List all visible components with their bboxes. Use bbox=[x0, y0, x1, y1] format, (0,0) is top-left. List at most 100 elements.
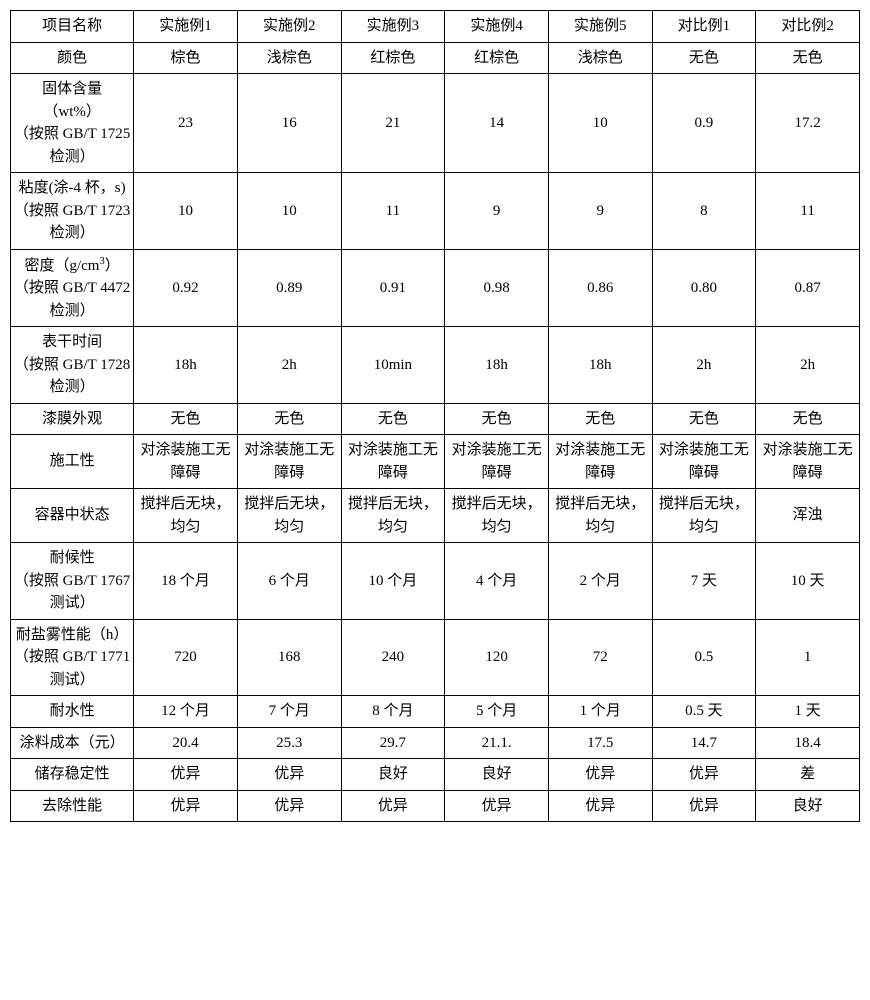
table-cell: 17.5 bbox=[548, 727, 652, 759]
table-cell: 红棕色 bbox=[445, 42, 549, 74]
table-row: 容器中状态搅拌后无块，均匀搅拌后无块，均匀搅拌后无块，均匀搅拌后无块，均匀搅拌后… bbox=[11, 489, 860, 543]
table-cell: 10 bbox=[237, 173, 341, 250]
table-cell: 0.86 bbox=[548, 249, 652, 327]
table-row: 粘度(涂-4 杯，s) （按照 GB/T 1723 检测）10101199811 bbox=[11, 173, 860, 250]
col-header: 实施例3 bbox=[341, 11, 445, 43]
table-cell: 11 bbox=[756, 173, 860, 250]
table-cell: 优异 bbox=[548, 759, 652, 791]
table-cell: 无色 bbox=[341, 403, 445, 435]
table-cell: 对涂装施工无障碍 bbox=[652, 435, 756, 489]
table-cell: 5 个月 bbox=[445, 696, 549, 728]
table-cell: 72 bbox=[548, 619, 652, 696]
table-cell: 优异 bbox=[445, 790, 549, 822]
table-row: 去除性能优异优异优异优异优异优异良好 bbox=[11, 790, 860, 822]
table-cell: 8 个月 bbox=[341, 696, 445, 728]
table-cell: 720 bbox=[134, 619, 238, 696]
table-row: 颜色棕色浅棕色红棕色红棕色浅棕色无色无色 bbox=[11, 42, 860, 74]
table-cell: 对涂装施工无障碍 bbox=[237, 435, 341, 489]
col-header: 实施例1 bbox=[134, 11, 238, 43]
table-row: 表干时间 （按照 GB/T 1728 检测）18h2h10min18h18h2h… bbox=[11, 327, 860, 404]
table-cell: 25.3 bbox=[237, 727, 341, 759]
col-header: 实施例4 bbox=[445, 11, 549, 43]
table-cell: 17.2 bbox=[756, 74, 860, 173]
table-cell: 搅拌后无块，均匀 bbox=[237, 489, 341, 543]
table-cell: 0.98 bbox=[445, 249, 549, 327]
table-cell: 9 bbox=[445, 173, 549, 250]
table-row: 涂料成本（元）20.425.329.721.1.17.514.718.4 bbox=[11, 727, 860, 759]
table-row: 施工性对涂装施工无障碍对涂装施工无障碍对涂装施工无障碍对涂装施工无障碍对涂装施工… bbox=[11, 435, 860, 489]
table-cell: 优异 bbox=[237, 759, 341, 791]
table-cell: 18h bbox=[134, 327, 238, 404]
table-cell: 12 个月 bbox=[134, 696, 238, 728]
table-cell: 搅拌后无块，均匀 bbox=[445, 489, 549, 543]
row-label: 表干时间 （按照 GB/T 1728 检测） bbox=[11, 327, 134, 404]
row-label: 耐盐雾性能（h） （按照 GB/T 1771 测试） bbox=[11, 619, 134, 696]
table-cell: 无色 bbox=[134, 403, 238, 435]
table-cell: 优异 bbox=[548, 790, 652, 822]
col-header: 实施例2 bbox=[237, 11, 341, 43]
row-label: 去除性能 bbox=[11, 790, 134, 822]
row-label: 容器中状态 bbox=[11, 489, 134, 543]
table-cell: 9 bbox=[548, 173, 652, 250]
row-label: 密度（g/cm3）（按照 GB/T 4472 检测） bbox=[11, 249, 134, 327]
table-body: 颜色棕色浅棕色红棕色红棕色浅棕色无色无色固体含量 （wt%） （按照 GB/T … bbox=[11, 42, 860, 822]
col-header: 对比例1 bbox=[652, 11, 756, 43]
table-cell: 4 个月 bbox=[445, 543, 549, 620]
table-row: 耐盐雾性能（h） （按照 GB/T 1771 测试）72016824012072… bbox=[11, 619, 860, 696]
col-header: 对比例2 bbox=[756, 11, 860, 43]
table-cell: 14 bbox=[445, 74, 549, 173]
table-cell: 良好 bbox=[756, 790, 860, 822]
row-label: 漆膜外观 bbox=[11, 403, 134, 435]
table-cell: 18h bbox=[548, 327, 652, 404]
table-cell: 18 个月 bbox=[134, 543, 238, 620]
table-cell: 10min bbox=[341, 327, 445, 404]
table-cell: 2h bbox=[652, 327, 756, 404]
table-cell: 10 个月 bbox=[341, 543, 445, 620]
table-cell: 7 个月 bbox=[237, 696, 341, 728]
table-row: 漆膜外观无色无色无色无色无色无色无色 bbox=[11, 403, 860, 435]
table-cell: 10 bbox=[548, 74, 652, 173]
table-cell: 搅拌后无块，均匀 bbox=[134, 489, 238, 543]
table-row: 储存稳定性优异优异良好良好优异优异差 bbox=[11, 759, 860, 791]
table-cell: 18h bbox=[445, 327, 549, 404]
table-cell: 168 bbox=[237, 619, 341, 696]
col-header: 实施例5 bbox=[548, 11, 652, 43]
table-row: 固体含量 （wt%） （按照 GB/T 1725 检测）23162114100.… bbox=[11, 74, 860, 173]
row-label: 固体含量 （wt%） （按照 GB/T 1725 检测） bbox=[11, 74, 134, 173]
table-cell: 搅拌后无块，均匀 bbox=[341, 489, 445, 543]
table-cell: 0.9 bbox=[652, 74, 756, 173]
table-cell: 优异 bbox=[134, 790, 238, 822]
table-cell: 10 bbox=[134, 173, 238, 250]
table-row: 密度（g/cm3）（按照 GB/T 4472 检测）0.920.890.910.… bbox=[11, 249, 860, 327]
table-cell: 对涂装施工无障碍 bbox=[756, 435, 860, 489]
table-cell: 0.5 天 bbox=[652, 696, 756, 728]
table-cell: 优异 bbox=[652, 759, 756, 791]
table-cell: 无色 bbox=[756, 42, 860, 74]
row-label: 涂料成本（元） bbox=[11, 727, 134, 759]
table-cell: 搅拌后无块，均匀 bbox=[652, 489, 756, 543]
table-cell: 16 bbox=[237, 74, 341, 173]
table-cell: 无色 bbox=[652, 403, 756, 435]
table-cell: 2h bbox=[237, 327, 341, 404]
table-cell: 8 bbox=[652, 173, 756, 250]
table-cell: 对涂装施工无障碍 bbox=[548, 435, 652, 489]
row-label: 颜色 bbox=[11, 42, 134, 74]
table-cell: 29.7 bbox=[341, 727, 445, 759]
table-cell: 搅拌后无块，均匀 bbox=[548, 489, 652, 543]
table-cell: 21 bbox=[341, 74, 445, 173]
table-cell: 2 个月 bbox=[548, 543, 652, 620]
table-cell: 23 bbox=[134, 74, 238, 173]
table-row: 耐候性 （按照 GB/T 1767 测试）18 个月6 个月10 个月4 个月2… bbox=[11, 543, 860, 620]
table-cell: 14.7 bbox=[652, 727, 756, 759]
row-label: 储存稳定性 bbox=[11, 759, 134, 791]
table-header-row: 项目名称 实施例1 实施例2 实施例3 实施例4 实施例5 对比例1 对比例2 bbox=[11, 11, 860, 43]
table-cell: 优异 bbox=[341, 790, 445, 822]
table-cell: 1 个月 bbox=[548, 696, 652, 728]
table-cell: 优异 bbox=[652, 790, 756, 822]
row-label: 施工性 bbox=[11, 435, 134, 489]
table-cell: 良好 bbox=[341, 759, 445, 791]
table-cell: 7 天 bbox=[652, 543, 756, 620]
table-cell: 2h bbox=[756, 327, 860, 404]
table-cell: 差 bbox=[756, 759, 860, 791]
table-cell: 无色 bbox=[548, 403, 652, 435]
